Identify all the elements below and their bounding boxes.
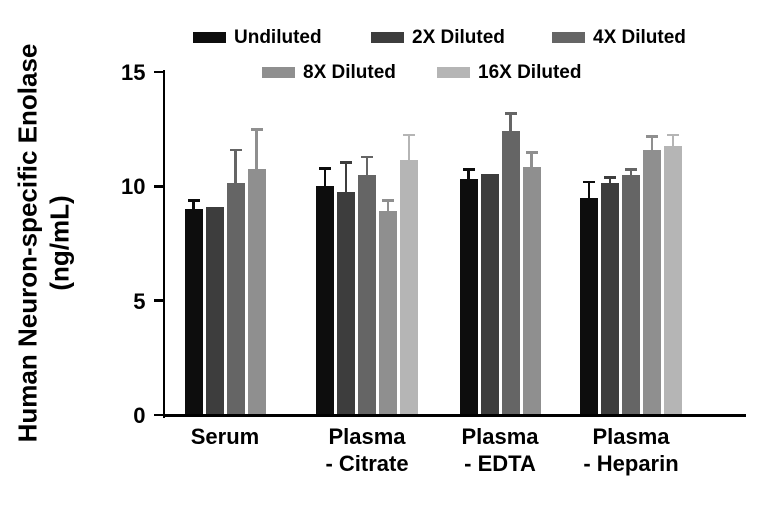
- error-bar-plasma-citrate-8x-diluted: [386, 200, 390, 213]
- error-cap-plasma-heparin-16x-diluted: [667, 133, 679, 137]
- x-axis: [162, 414, 746, 417]
- error-cap-plasma-citrate-2x-diluted: [340, 161, 352, 164]
- y-tick-label-15: 15: [121, 60, 146, 85]
- error-bar-plasma-heparin-4x-diluted: [629, 169, 633, 176]
- bar-serum-undiluted: [184, 209, 203, 414]
- error-bar-plasma-edta-undiluted: [467, 169, 470, 181]
- error-bar-plasma-edta-4x-diluted: [509, 113, 512, 133]
- bar-plasma-edta-8x-diluted: [522, 166, 541, 414]
- y-axis-label-line2: (ng/mL): [44, 195, 74, 291]
- error-bar-plasma-heparin-16x-diluted: [671, 134, 675, 148]
- y-tick-15: [153, 70, 163, 74]
- y-tick-5: [153, 299, 163, 302]
- error-cap-plasma-edta-8x-diluted: [525, 151, 538, 154]
- x-category-label-plasma-heparin-line2: - Heparin: [583, 451, 679, 476]
- legend-item-8x-diluted: 8X Diluted: [262, 61, 396, 83]
- error-bar-serum-undiluted: [192, 200, 195, 211]
- legend-item-16x-diluted: 16X Diluted: [437, 61, 581, 83]
- legend-label-2x-diluted: 2X Diluted: [412, 26, 505, 48]
- legend-item-2x-diluted: 2X Diluted: [371, 26, 505, 48]
- legend-item-4x-diluted: 4X Diluted: [552, 26, 686, 48]
- error-bar-serum-8x-diluted: [255, 129, 258, 171]
- x-category-label-plasma-citrate-line2: - Citrate: [325, 451, 409, 476]
- y-axis-label-line1: Human Neuron-specific Enolase: [12, 43, 43, 443]
- error-bar-plasma-heparin-undiluted: [587, 181, 591, 199]
- y-tick-0: [153, 413, 163, 417]
- error-bar-plasma-citrate-16x-diluted: [407, 134, 411, 162]
- bar-plasma-heparin-4x-diluted: [622, 174, 640, 414]
- y-tick-label-0: 0: [133, 403, 146, 428]
- bar-plasma-heparin-2x-diluted: [601, 182, 619, 414]
- x-category-label-plasma-citrate-line1: Plasma: [328, 424, 406, 449]
- bar-plasma-citrate-2x-diluted: [337, 192, 355, 414]
- error-cap-serum-undiluted: [187, 199, 200, 202]
- bar-serum-4x-diluted: [226, 182, 245, 414]
- y-axis-label: Human Neuron-specific Enolase (ng/mL): [12, 44, 75, 443]
- legend-label-undiluted: Undiluted: [234, 26, 322, 48]
- error-cap-serum-4x-diluted: [229, 148, 242, 152]
- bar-plasma-citrate-undiluted: [316, 186, 334, 414]
- y-tick-label-10: 10: [121, 174, 146, 200]
- error-cap-plasma-edta-undiluted: [462, 168, 475, 171]
- y-tick-10: [153, 185, 163, 188]
- error-bar-plasma-citrate-undiluted: [323, 168, 327, 188]
- legend-swatch-4x-diluted: [552, 31, 585, 43]
- bar-plasma-citrate-4x-diluted: [358, 174, 376, 414]
- error-cap-plasma-heparin-2x-diluted: [604, 176, 616, 179]
- legend-swatch-8x-diluted: [262, 66, 295, 78]
- bar-serum-8x-diluted: [247, 169, 266, 414]
- x-category-label-plasma-heparin-line1: Plasma: [592, 424, 670, 449]
- x-category-label-plasma-edta-line1: Plasma: [461, 424, 539, 449]
- bar-serum-2x-diluted: [205, 206, 224, 414]
- bar-plasma-edta-undiluted: [459, 179, 478, 414]
- error-bar-serum-4x-diluted: [234, 149, 237, 184]
- error-bar-plasma-heparin-8x-diluted: [650, 136, 654, 151]
- bar-plasma-edta-2x-diluted: [480, 173, 499, 414]
- error-bar-plasma-citrate-2x-diluted: [344, 162, 348, 194]
- x-category-label-serum-line1: Serum: [190, 424, 260, 449]
- error-bar-plasma-citrate-4x-diluted: [365, 156, 369, 176]
- legend-item-undiluted: Undiluted: [193, 26, 322, 48]
- bar-plasma-heparin-16x-diluted: [664, 146, 682, 414]
- bar-plasma-citrate-16x-diluted: [400, 160, 418, 414]
- legend-label-16x-diluted: 16X Diluted: [478, 61, 582, 83]
- legend-swatch-16x-diluted: [437, 66, 470, 78]
- bar-plasma-heparin-8x-diluted: [643, 149, 661, 414]
- y-axis: [162, 70, 165, 418]
- bar-plasma-edta-4x-diluted: [501, 131, 520, 414]
- legend-swatch-2x-diluted: [371, 31, 404, 43]
- error-cap-plasma-heparin-undiluted: [583, 180, 595, 184]
- y-tick-label-5: 5: [133, 288, 146, 314]
- error-bar-plasma-edta-8x-diluted: [530, 152, 533, 168]
- bar-plasma-heparin-undiluted: [580, 197, 598, 414]
- error-cap-serum-8x-diluted: [250, 128, 263, 131]
- error-cap-plasma-heparin-4x-diluted: [625, 168, 637, 171]
- error-bar-plasma-heparin-2x-diluted: [608, 177, 612, 184]
- bar-plasma-citrate-8x-diluted: [379, 211, 397, 414]
- error-cap-plasma-citrate-undiluted: [319, 167, 331, 170]
- legend-swatch-undiluted: [193, 31, 226, 43]
- error-cap-plasma-citrate-16x-diluted: [403, 133, 415, 137]
- legend-label-8x-diluted: 8X Diluted: [303, 61, 396, 83]
- error-cap-plasma-heparin-8x-diluted: [646, 135, 658, 138]
- legend-label-4x-diluted: 4X Diluted: [593, 26, 686, 48]
- x-category-label-plasma-edta-line2: - EDTA: [464, 451, 536, 476]
- error-cap-plasma-citrate-8x-diluted: [382, 199, 394, 202]
- error-cap-plasma-edta-4x-diluted: [504, 112, 517, 115]
- error-cap-plasma-citrate-4x-diluted: [361, 155, 373, 159]
